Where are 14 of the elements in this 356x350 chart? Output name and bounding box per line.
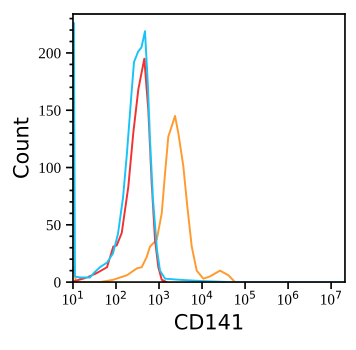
y-tick-label: 100 <box>40 162 61 173</box>
y-tick-label: 150 <box>40 105 61 116</box>
x-axis-title: CD141 <box>174 314 242 330</box>
x-tick-label: 10$^{3}$ <box>148 290 170 305</box>
x-tick-label: 10$^{2}$ <box>106 290 126 305</box>
x-tick-label: 10$^{7}$ <box>321 290 342 305</box>
x-tick-label: 10$^{4}$ <box>192 290 212 305</box>
x-tick-label: 10$^{6}$ <box>278 290 298 305</box>
y-axis-title: Count <box>12 118 29 178</box>
x-tick-label: 10$^{5}$ <box>235 290 255 305</box>
y-tick-label: 50 <box>46 220 61 230</box>
x-tick-label: 10$^{1}$ <box>62 290 83 305</box>
y-tick-label: 0 <box>54 277 61 288</box>
y-tick-label: 200 <box>38 48 61 58</box>
